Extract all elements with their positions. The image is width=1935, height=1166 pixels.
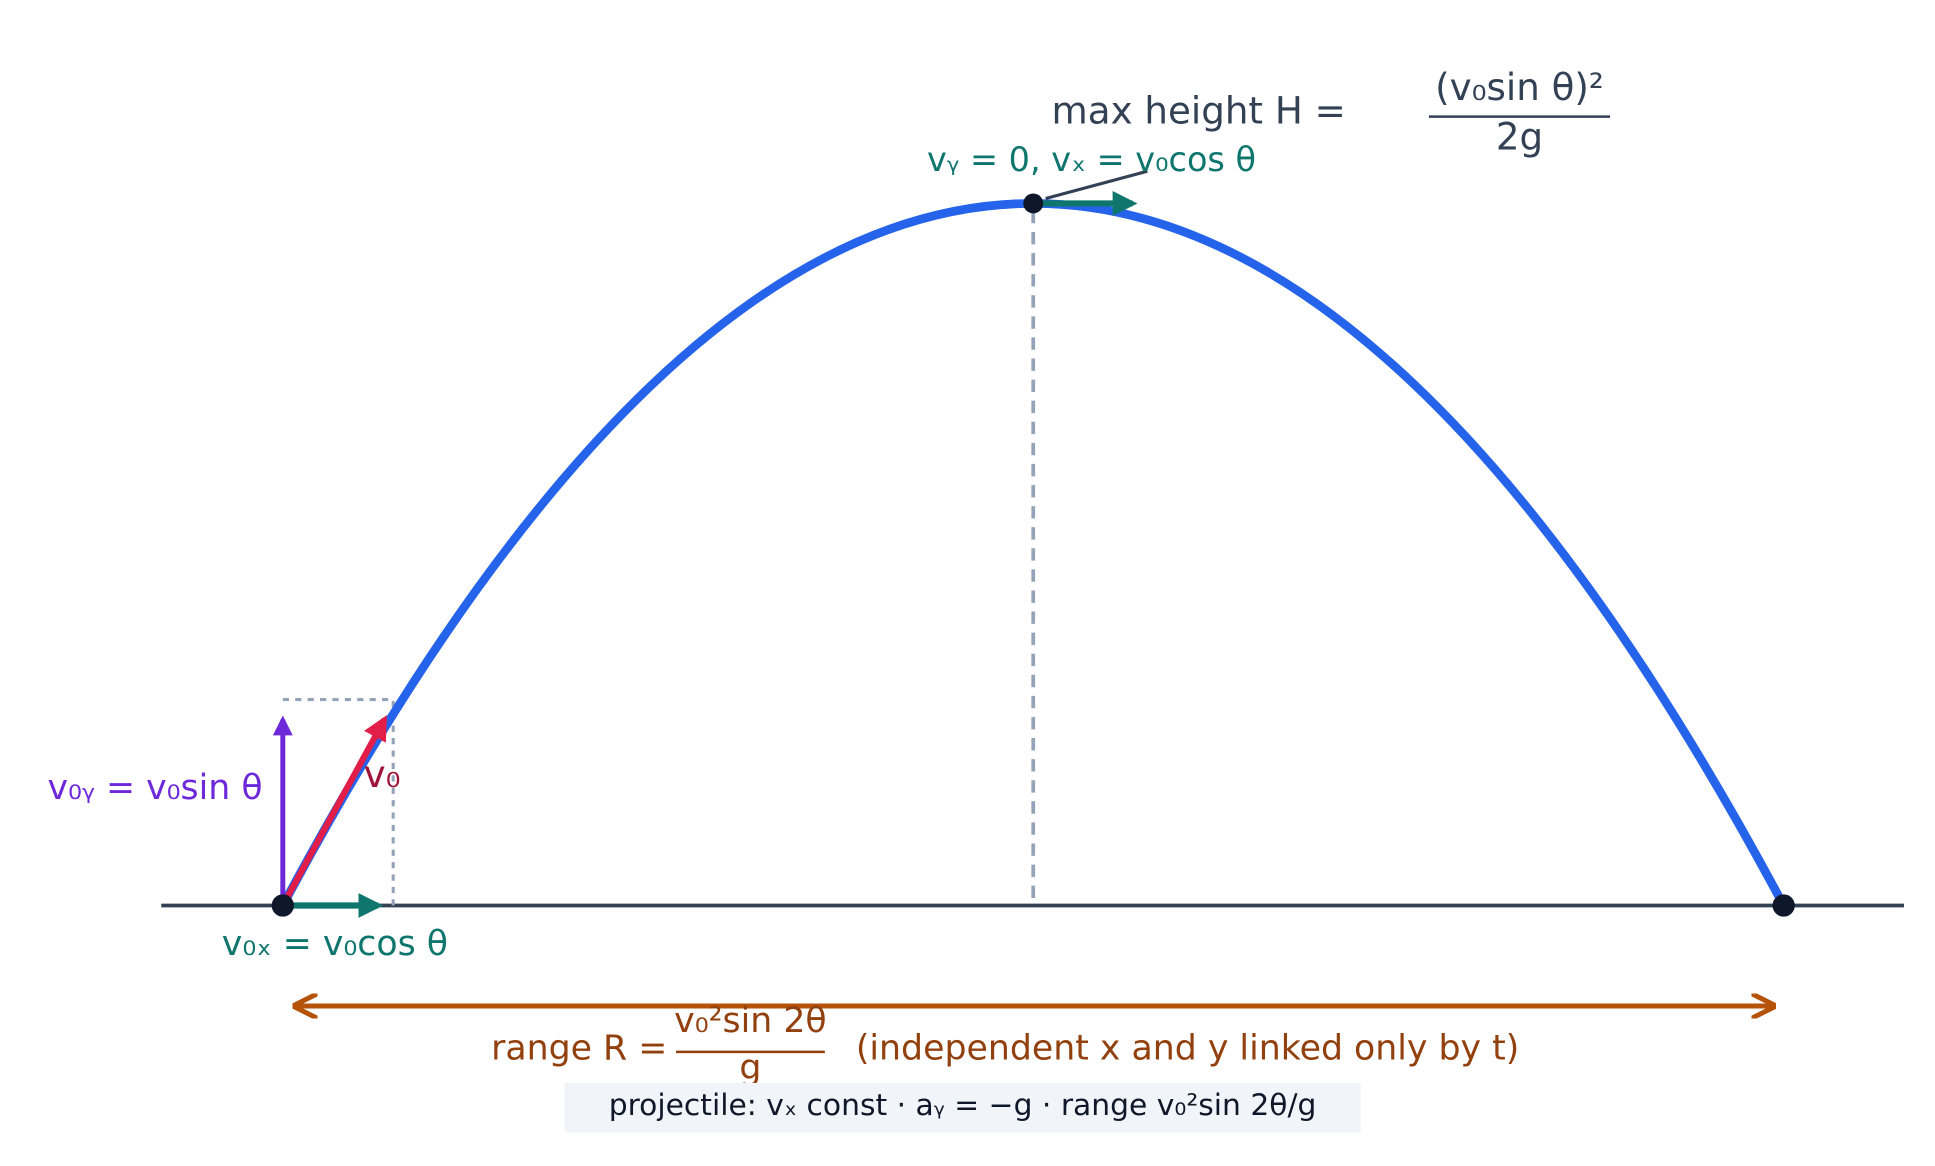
apex-label: vᵧ = 0, vₓ = v₀cos θ [927, 140, 1256, 179]
apex-point [1023, 193, 1044, 214]
landing-point [1772, 894, 1795, 917]
range-label: range R = [491, 1028, 667, 1068]
max-height-numerator: (v₀sin θ)² [1435, 65, 1604, 109]
range-numerator: v₀²sin 2θ [674, 1001, 827, 1041]
caption: projectile: vₓ const · aᵧ = −g · range v… [609, 1088, 1317, 1123]
max-height-denominator: 2g [1496, 114, 1543, 158]
v0-label: v₀ [364, 752, 401, 796]
range-note: (independent x and y linked only by t) [856, 1028, 1519, 1068]
caption-box [564, 1082, 1361, 1133]
max-height-label: max height H = [1052, 88, 1346, 132]
annotation-pointer [1045, 169, 1148, 200]
v0y-label: v₀ᵧ = v₀sin θ [48, 768, 263, 808]
v0-arrow [280, 715, 388, 907]
launch-point [271, 894, 294, 917]
range-denominator: g [739, 1048, 761, 1088]
v0x-label: v₀ₓ = v₀cos θ [222, 924, 448, 964]
